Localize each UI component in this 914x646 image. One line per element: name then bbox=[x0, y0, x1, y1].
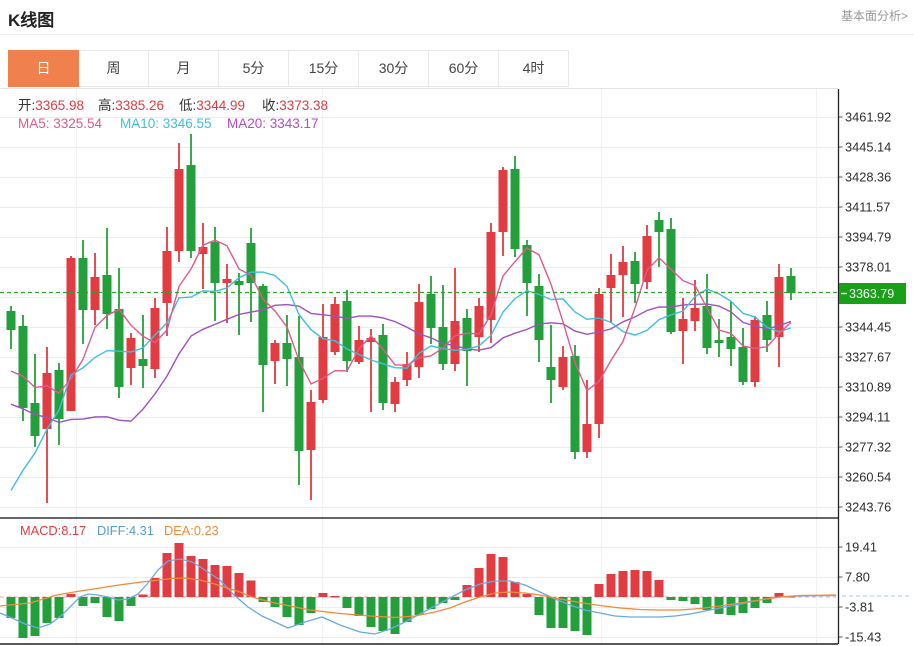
svg-text:DIFF:4.31: DIFF:4.31 bbox=[97, 523, 154, 538]
svg-text:3344.45: 3344.45 bbox=[845, 320, 891, 335]
svg-text:高:3385.26: 高:3385.26 bbox=[98, 97, 164, 113]
svg-text:3378.01: 3378.01 bbox=[845, 260, 891, 275]
svg-text:MA5: 3325.54: MA5: 3325.54 bbox=[18, 116, 103, 131]
svg-text:3243.76: 3243.76 bbox=[845, 500, 891, 515]
svg-text:MA10: 3346.55: MA10: 3346.55 bbox=[120, 116, 212, 131]
svg-text:7.80: 7.80 bbox=[845, 570, 870, 585]
svg-text:MACD:8.17: MACD:8.17 bbox=[20, 523, 86, 538]
svg-text:-3.81: -3.81 bbox=[845, 600, 874, 615]
svg-text:3277.32: 3277.32 bbox=[845, 440, 891, 455]
svg-text:3294.11: 3294.11 bbox=[845, 410, 890, 425]
svg-text:-15.43: -15.43 bbox=[845, 630, 881, 645]
svg-text:3260.54: 3260.54 bbox=[845, 470, 891, 485]
svg-text:收:3373.38: 收:3373.38 bbox=[262, 98, 328, 113]
svg-text:DEA:0.23: DEA:0.23 bbox=[164, 523, 219, 538]
svg-text:3394.79: 3394.79 bbox=[845, 230, 891, 245]
svg-text:3461.92: 3461.92 bbox=[845, 110, 891, 125]
svg-text:19.41: 19.41 bbox=[845, 540, 877, 555]
svg-text:3411.57: 3411.57 bbox=[845, 200, 890, 215]
svg-text:3363.79: 3363.79 bbox=[849, 287, 894, 301]
svg-text:低:3344.99: 低:3344.99 bbox=[179, 98, 245, 113]
svg-text:3327.67: 3327.67 bbox=[845, 350, 891, 365]
svg-text:开:3365.98: 开:3365.98 bbox=[18, 98, 84, 113]
svg-text:3428.36: 3428.36 bbox=[845, 170, 891, 185]
svg-text:MA20: 3343.17: MA20: 3343.17 bbox=[227, 116, 319, 131]
svg-text:3310.89: 3310.89 bbox=[845, 380, 891, 395]
svg-text:3445.14: 3445.14 bbox=[845, 140, 891, 155]
